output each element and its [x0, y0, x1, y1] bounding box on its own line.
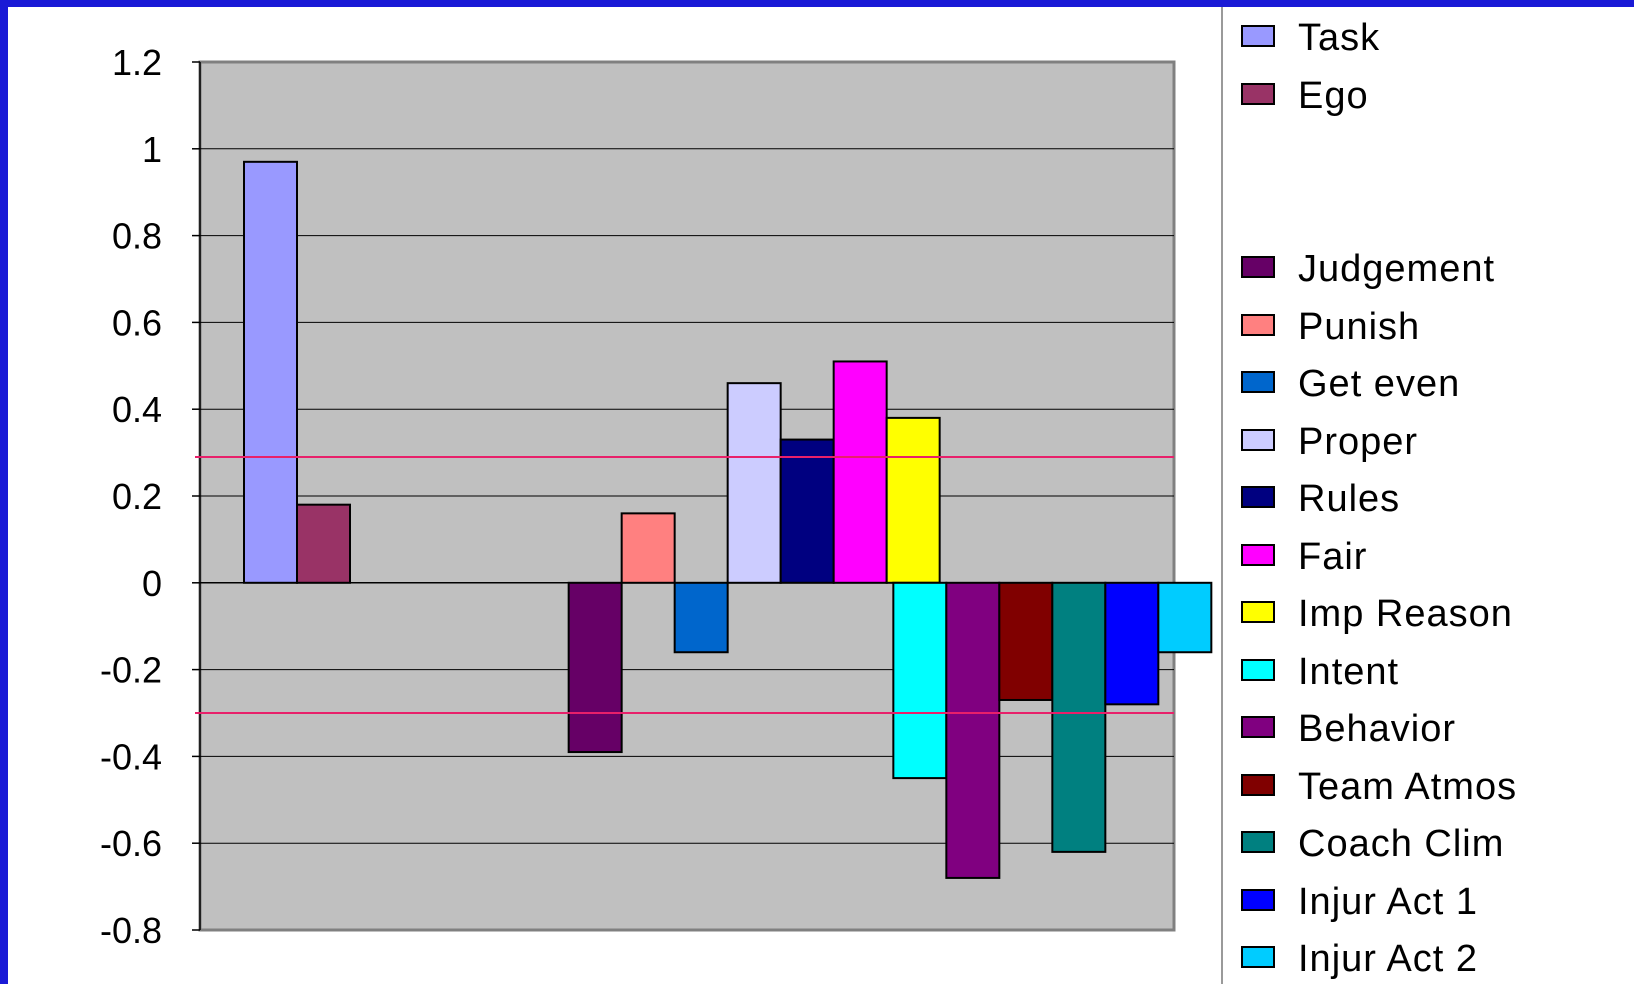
y-tick-label: 0.8 — [112, 216, 162, 257]
bar-task — [243, 160, 298, 584]
legend-swatch-proper — [1241, 429, 1275, 451]
legend-label-intent: Intent — [1298, 651, 1399, 693]
bar-injur-act-2 — [1157, 581, 1213, 654]
legend-swatch-rules — [1241, 486, 1275, 508]
y-tick-label: 0.6 — [112, 302, 162, 343]
legend-label-rules: Rules — [1298, 478, 1400, 520]
bar-rules — [779, 438, 835, 584]
legend-label-coach-clim: Coach Clim — [1298, 823, 1504, 865]
legend-swatch-behavior — [1241, 716, 1275, 738]
y-tick-label: -0.6 — [100, 823, 162, 864]
y-tick-label: 1 — [142, 129, 162, 170]
bar-judgement — [567, 581, 623, 754]
legend-label-proper: Proper — [1298, 421, 1418, 463]
legend-label-punish: Punish — [1298, 306, 1420, 348]
legend-swatch-get-even — [1241, 371, 1275, 393]
chart-frame: 1.2 1 0.8 0.6 0.4 0.2 0 -0.2 -0.4 -0.6 -0.8 Task Eg… — [8, 7, 1634, 984]
legend-swatch-team-atmos — [1241, 774, 1275, 796]
bar-coach-clim — [1051, 581, 1107, 853]
y-tick-label: 1.2 — [112, 42, 162, 83]
legend-swatch-judgement — [1241, 256, 1275, 278]
bar-team-atmos — [998, 581, 1054, 701]
bar-imp-reason — [885, 416, 941, 584]
legend-swatch-intent — [1241, 659, 1275, 681]
legend-label-injur-act-1: Injur Act 1 — [1298, 881, 1478, 923]
legend-swatch-fair — [1241, 544, 1275, 566]
legend-swatch-injur-act-1 — [1241, 889, 1275, 911]
legend-swatch-injur-act-2 — [1241, 946, 1275, 968]
y-axis: 1.2 1 0.8 0.6 0.4 0.2 0 -0.2 -0.4 -0.6 -0.8 — [100, 42, 201, 951]
bar-proper — [726, 382, 782, 584]
y-tick-label: 0.2 — [112, 476, 162, 517]
bar-intent — [892, 581, 948, 780]
legend-swatch-coach-clim — [1241, 831, 1275, 853]
bar-chart: 1.2 1 0.8 0.6 0.4 0.2 0 -0.2 -0.4 -0.6 -0.8 Task Eg… — [100, 7, 1517, 984]
legend-label-ego: Ego — [1298, 75, 1369, 117]
legend-label-team-atmos: Team Atmos — [1298, 766, 1517, 808]
y-tick-label: -0.8 — [100, 910, 162, 951]
legend-label-injur-act-2: Injur Act 2 — [1298, 938, 1478, 980]
y-tick-label: 0 — [142, 563, 162, 604]
legend-swatch-task — [1241, 25, 1275, 47]
bar-behavior — [945, 581, 1001, 879]
legend-label-fair: Fair — [1298, 536, 1367, 578]
bar-injur-act-1 — [1104, 581, 1160, 706]
legend-label-task: Task — [1298, 17, 1380, 59]
legend-swatch-punish — [1241, 314, 1275, 336]
bar-fair — [832, 360, 888, 584]
legend-label-get-even: Get even — [1298, 363, 1460, 405]
bars — [200, 160, 1213, 879]
y-tick-label: -0.4 — [100, 736, 162, 777]
y-tick-label: -0.2 — [100, 650, 162, 691]
bar-get-even — [673, 581, 729, 654]
bar-ego — [296, 503, 351, 584]
legend-swatch-imp-reason — [1241, 601, 1275, 623]
legend-label-behavior: Behavior — [1298, 708, 1456, 750]
legend: Task Ego Judgement Punish Get even Proper Rule… — [1241, 17, 1517, 980]
y-tick-label: 0.4 — [112, 389, 162, 430]
bar-punish — [620, 512, 676, 584]
threshold-lines — [195, 455, 1174, 714]
legend-swatch-ego — [1241, 83, 1275, 105]
legend-label-imp-reason: Imp Reason — [1298, 593, 1513, 635]
legend-label-judgement: Judgement — [1298, 248, 1495, 290]
